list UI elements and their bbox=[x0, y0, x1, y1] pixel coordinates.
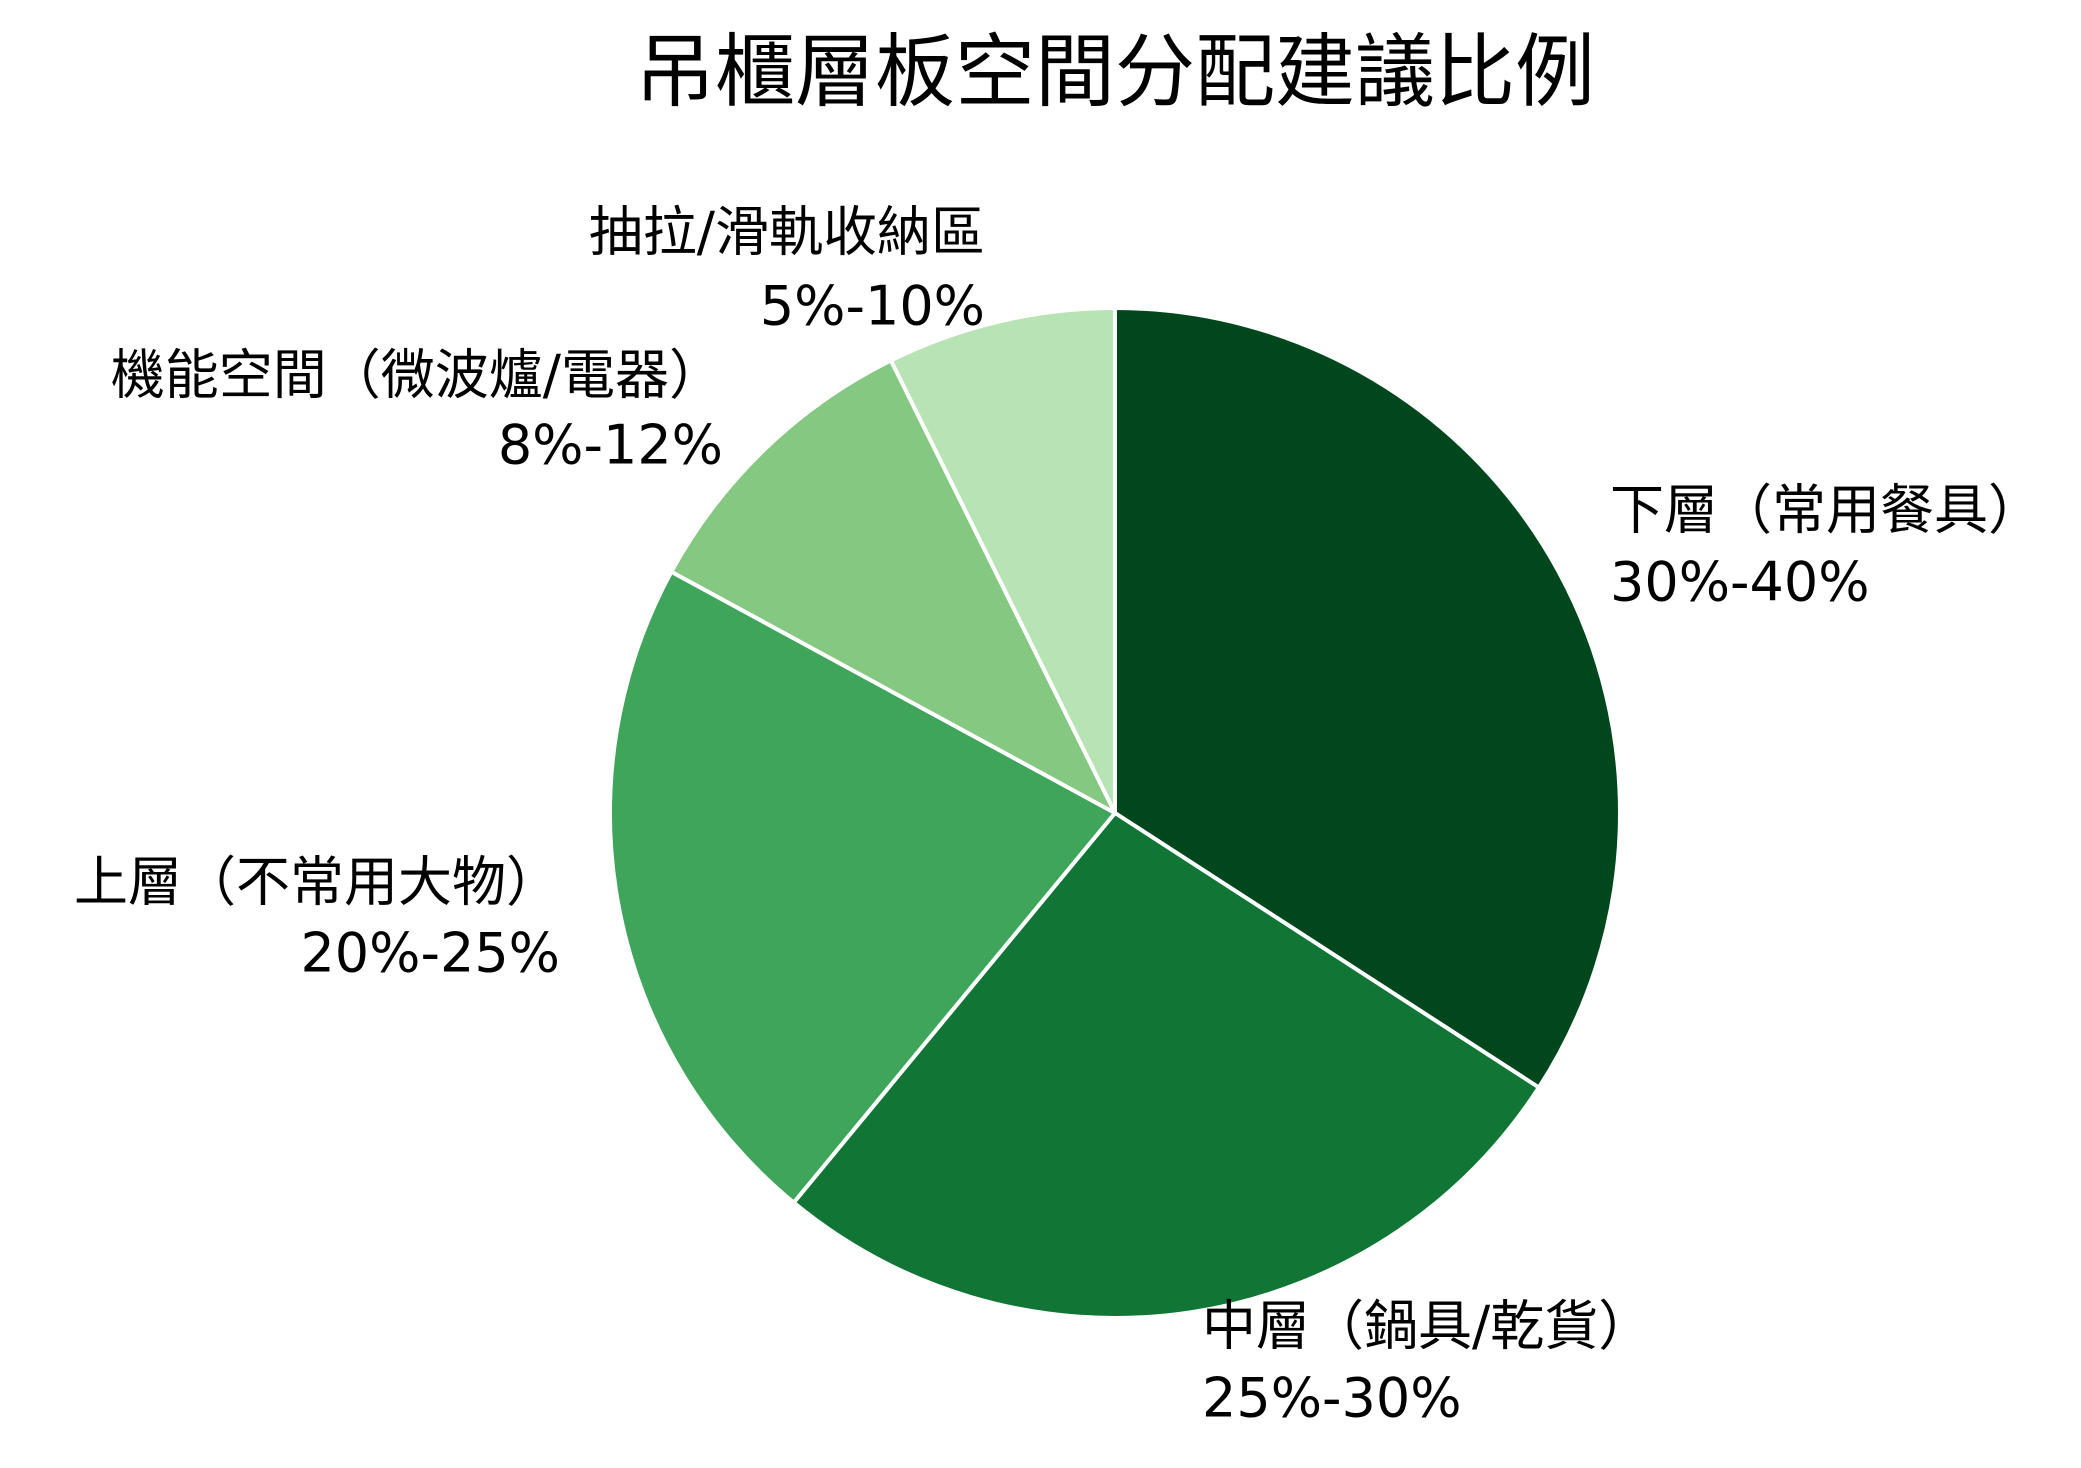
pie-slice-upper-shelf bbox=[608, 569, 1117, 1205]
slice-label-drawer-storage: 抽拉/滑軌收納區 bbox=[589, 201, 985, 264]
slice-range-lower-shelf: 30%-40% bbox=[1610, 551, 1870, 614]
pie-slices bbox=[608, 306, 1622, 1320]
slice-range-drawer-storage: 5%-10% bbox=[760, 275, 985, 338]
pie-slice-appliance-space bbox=[669, 358, 1117, 815]
slice-range-appliance-space: 8%-12% bbox=[498, 414, 723, 477]
pie-slice-drawer-storage bbox=[888, 306, 1117, 815]
slice-label-lower-shelf: 下層（常用餐具） bbox=[1610, 479, 2042, 542]
slice-label-appliance-space: 機能空間（微波爐/電器） bbox=[111, 344, 723, 407]
slice-range-middle-shelf: 25%-30% bbox=[1202, 1367, 1462, 1430]
pie-slice-middle-shelf bbox=[791, 811, 1541, 1320]
slice-range-upper-shelf: 20%-25% bbox=[300, 922, 560, 985]
slice-label-middle-shelf: 中層（鍋具/乾貨） bbox=[1202, 1295, 1652, 1358]
chart-title: 吊櫃層板空間分配建議比例 bbox=[635, 26, 1595, 119]
slice-label-upper-shelf: 上層（不常用大物） bbox=[74, 851, 560, 914]
